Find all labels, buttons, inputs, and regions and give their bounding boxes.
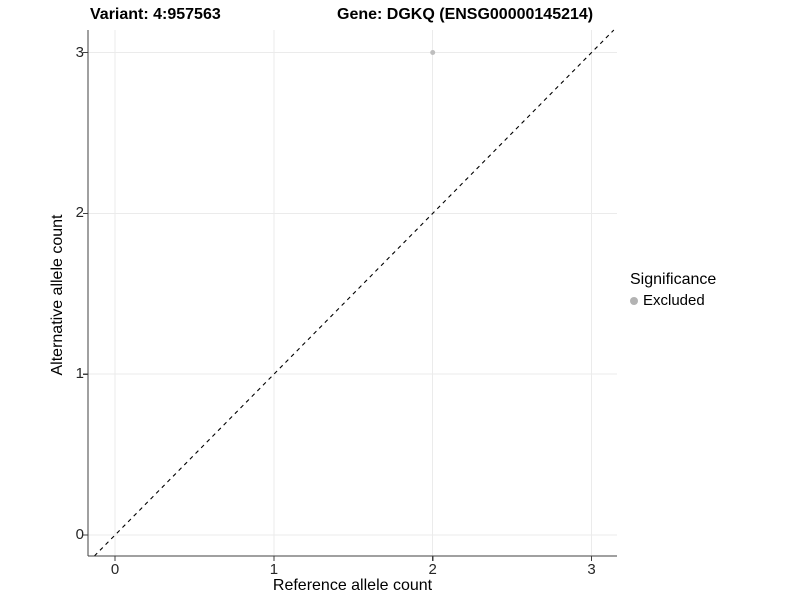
legend-title: Significance <box>630 271 717 288</box>
data-point-excluded <box>430 50 436 56</box>
y-tick-label-0: 0 <box>75 526 84 544</box>
x-tick-label-1: 1 <box>269 561 279 578</box>
legend-item-label: Excluded <box>643 292 705 309</box>
identity-dashed-line <box>93 29 615 557</box>
y-tick-label-3: 3 <box>75 43 84 61</box>
plot-title-gene: Gene: DGKQ (ENSG00000145214) <box>337 6 594 23</box>
y-tick-label-1: 1 <box>75 365 84 383</box>
legend: Significance Excluded <box>630 271 716 309</box>
x-tick-label-2: 2 <box>428 561 437 578</box>
x-axis-title: Reference allele count <box>272 577 433 594</box>
plot-title-variant: Variant: 4:957563 <box>90 6 221 23</box>
legend-item-excluded: Excluded <box>630 292 716 309</box>
y-axis-title: Alternative allele count <box>49 214 66 376</box>
x-tick-label-3: 3 <box>587 561 596 578</box>
x-tick-label-0: 0 <box>110 561 120 578</box>
legend-point-icon <box>630 296 638 305</box>
y-tick-label-2: 2 <box>75 204 84 222</box>
